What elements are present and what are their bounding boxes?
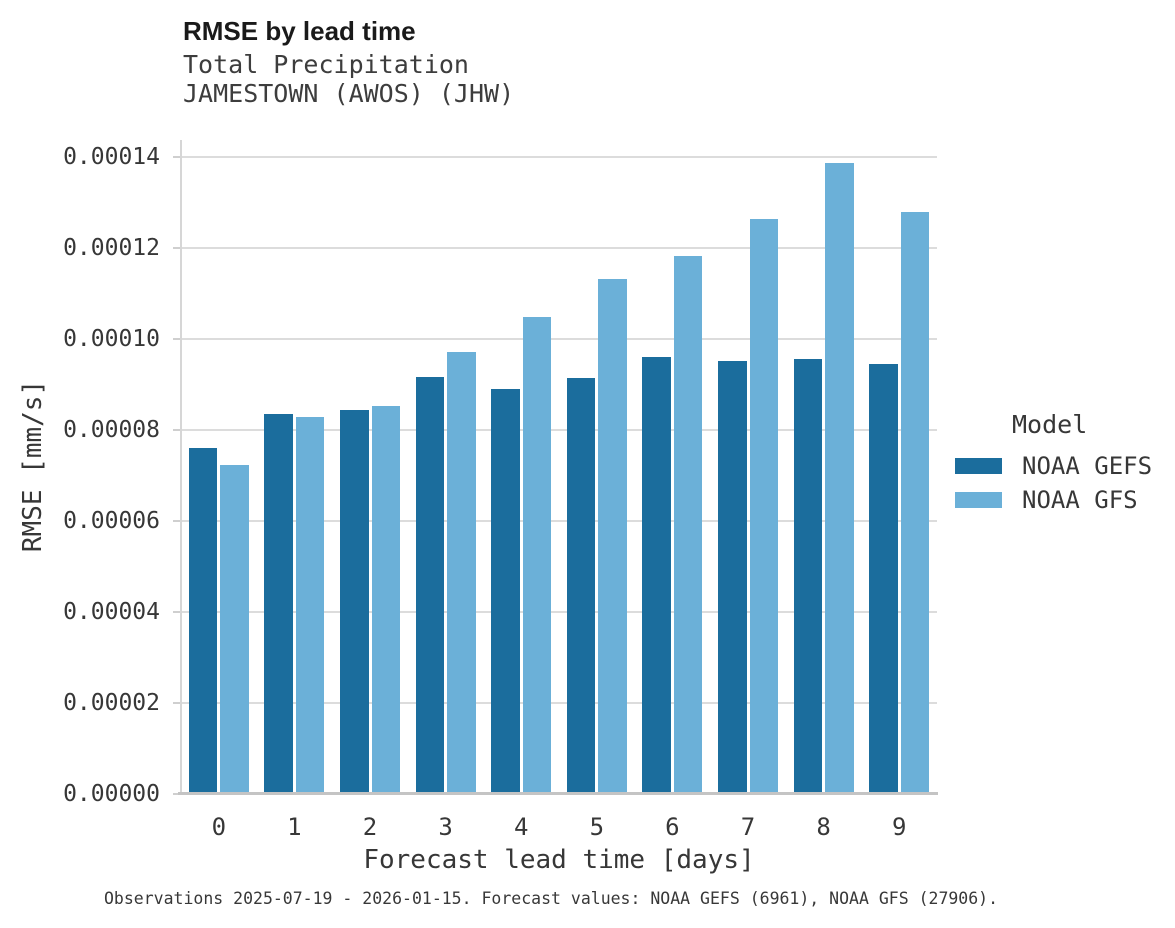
y-axis-tick — [173, 611, 181, 613]
bar-noaa-gefs-lead-7 — [718, 360, 747, 794]
gridline — [181, 702, 937, 704]
y-axis-tick — [173, 338, 181, 340]
x-axis-label: 6 — [665, 813, 680, 841]
bar-noaa-gfs-lead-2 — [371, 405, 400, 794]
bar-noaa-gfs-lead-4 — [522, 317, 552, 794]
y-axis-label: 0.00012 — [63, 235, 160, 261]
gridline — [181, 338, 937, 340]
x-axis-label: 1 — [287, 813, 302, 841]
chart-subtitle-line2: JAMESTOWN (AWOS) (JHW) — [183, 79, 515, 108]
bar-noaa-gfs-lead-9 — [900, 211, 930, 794]
bar-noaa-gfs-lead-0 — [220, 464, 249, 794]
legend-label-noaa-gfs: NOAA GFS — [1022, 486, 1138, 514]
bar-noaa-gfs-lead-1 — [295, 417, 325, 794]
y-axis-tick — [173, 702, 181, 704]
legend-title: Model — [1012, 410, 1088, 439]
gridline — [181, 429, 937, 431]
x-axis-label: 8 — [816, 813, 831, 841]
y-axis-label: 0.00002 — [63, 690, 160, 716]
bar-noaa-gfs-lead-5 — [598, 278, 627, 794]
y-axis-label: 0.00014 — [63, 144, 160, 170]
legend-item-noaa-gefs: NOAA GEFS — [955, 452, 1153, 480]
bar-noaa-gefs-lead-0 — [188, 447, 218, 794]
y-axis-tick — [173, 429, 181, 431]
y-axis-tick — [173, 793, 181, 795]
legend-swatch-noaa-gefs — [955, 458, 1002, 474]
y-axis-label: 0.00010 — [63, 326, 160, 352]
bar-noaa-gefs-lead-1 — [264, 413, 293, 794]
bar-noaa-gefs-lead-5 — [566, 378, 596, 794]
caption: Observations 2025-07-19 - 2026-01-15. Fo… — [104, 889, 999, 908]
bar-noaa-gefs-lead-2 — [340, 409, 369, 794]
chart-title: RMSE by lead time — [183, 16, 416, 46]
bar-noaa-gefs-lead-8 — [793, 359, 823, 794]
x-axis-label: 2 — [362, 813, 378, 841]
bar-noaa-gefs-lead-9 — [869, 364, 898, 794]
y-axis-label: 0.00008 — [63, 417, 160, 443]
y-axis-title: RMSE [mm/s] — [18, 379, 48, 553]
legend-item-noaa-gfs: NOAA GFS — [955, 486, 1152, 514]
x-axis-label: 3 — [438, 813, 453, 841]
y-axis-label: 0.00004 — [63, 599, 160, 625]
y-axis-label: 0.00006 — [63, 508, 160, 534]
gridline — [181, 156, 937, 158]
y-axis-domain-line — [180, 140, 182, 794]
x-axis-title: Forecast lead time [days] — [363, 845, 755, 875]
bar-noaa-gefs-lead-4 — [491, 389, 520, 794]
x-axis-label: 0 — [211, 813, 227, 841]
legend: Model NOAA GEFS NOAA GFS — [955, 410, 1153, 514]
legend-label-noaa-gefs: NOAA GEFS — [1022, 452, 1153, 480]
bar-noaa-gefs-lead-3 — [415, 376, 445, 794]
y-axis-tick — [173, 520, 181, 522]
y-axis-tick — [173, 247, 181, 249]
legend-swatch-noaa-gfs — [955, 492, 1002, 508]
bar-noaa-gfs-lead-6 — [673, 255, 703, 794]
gridline — [181, 611, 937, 613]
x-axis-label: 7 — [740, 813, 756, 841]
bar-noaa-gefs-lead-6 — [642, 356, 671, 794]
y-axis-label: 0.00000 — [63, 781, 160, 807]
x-axis-line — [178, 792, 938, 795]
bar-noaa-gfs-lead-8 — [825, 162, 854, 794]
gridline — [181, 520, 937, 522]
y-axis-tick — [173, 156, 181, 158]
gridline — [181, 247, 937, 249]
x-axis-label: 4 — [513, 813, 529, 841]
bar-noaa-gfs-lead-7 — [749, 219, 778, 794]
x-axis-label: 9 — [891, 813, 907, 841]
chart-subtitle-line1: Total Precipitation — [183, 50, 469, 79]
x-axis-label: 5 — [589, 813, 605, 841]
bar-noaa-gfs-lead-3 — [447, 352, 476, 794]
